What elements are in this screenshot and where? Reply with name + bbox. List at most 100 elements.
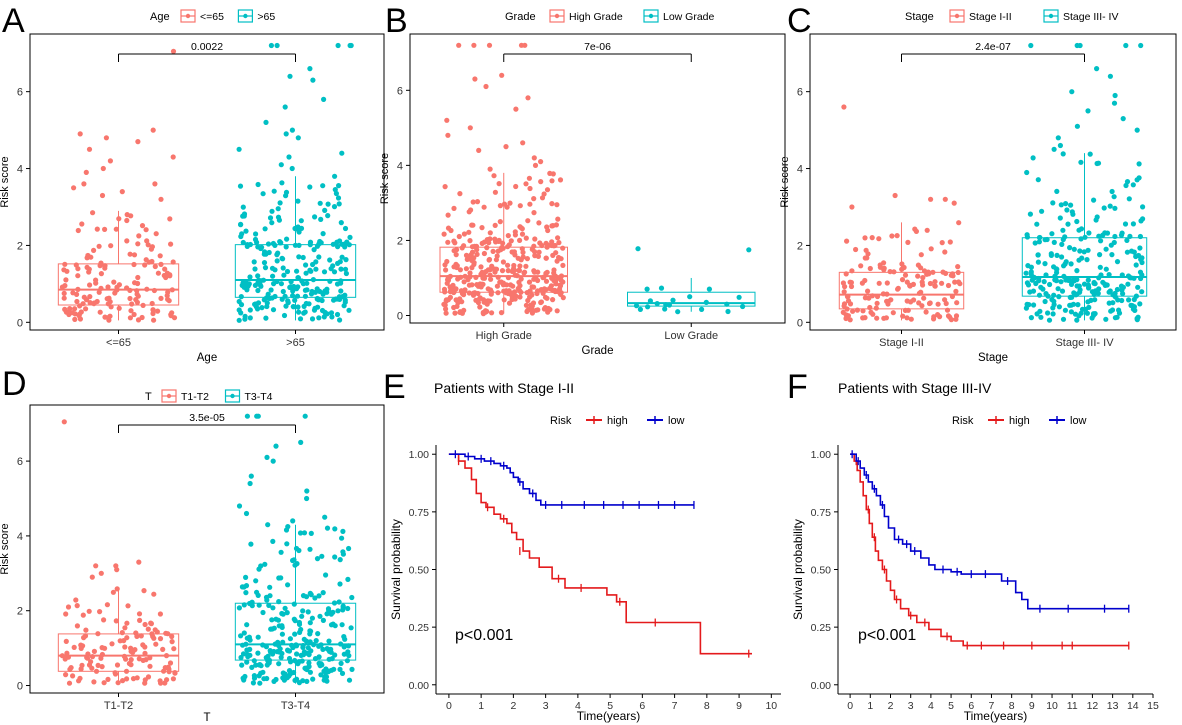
data-point — [1037, 308, 1043, 314]
y-tick-label: 6 — [17, 87, 23, 99]
data-point — [1081, 249, 1087, 255]
data-point — [527, 185, 533, 192]
data-point — [1035, 252, 1041, 258]
data-point — [280, 670, 286, 676]
y-tick-label: 0 — [17, 317, 23, 329]
data-point — [296, 254, 302, 260]
data-point — [121, 638, 127, 644]
data-point — [904, 315, 910, 321]
data-point — [1109, 252, 1115, 258]
data-point — [279, 624, 285, 631]
data-point — [470, 222, 476, 228]
y-axis-label: Survival probability — [791, 519, 805, 620]
data-point — [155, 270, 161, 276]
data-point — [523, 181, 529, 187]
data-point — [1104, 230, 1111, 236]
data-point — [281, 312, 288, 319]
data-point — [918, 252, 924, 258]
data-point — [263, 655, 269, 661]
data-point — [329, 314, 335, 320]
data-point — [1101, 205, 1107, 211]
legend-title: Risk — [952, 415, 974, 427]
data-point — [318, 216, 324, 222]
data-point — [919, 303, 925, 309]
data-point — [339, 622, 345, 628]
data-point — [1054, 252, 1060, 258]
data-point — [947, 314, 953, 320]
data-point — [463, 266, 469, 272]
x-tick-label: 2 — [888, 700, 894, 712]
legend-title: Age — [150, 11, 170, 23]
data-point — [483, 83, 489, 90]
data-point — [517, 237, 523, 243]
data-point — [889, 233, 895, 239]
data-point — [937, 314, 943, 320]
data-point — [483, 269, 489, 275]
y-tick-label: 0 — [397, 310, 403, 322]
data-point — [493, 257, 499, 263]
data-point — [289, 127, 295, 133]
data-point — [247, 315, 253, 321]
data-point — [292, 631, 298, 637]
data-point — [445, 132, 451, 138]
data-point — [895, 286, 901, 292]
data-point — [307, 620, 313, 626]
data-point — [904, 298, 910, 304]
data-point — [301, 530, 308, 536]
data-point — [699, 306, 705, 312]
data-point — [512, 272, 518, 278]
data-point — [253, 662, 259, 668]
data-point — [853, 246, 859, 253]
data-point — [461, 231, 467, 237]
data-point — [109, 641, 115, 647]
data-point — [928, 196, 934, 202]
y-tick-label: 0.25 — [811, 622, 832, 634]
data-point — [1074, 218, 1080, 225]
data-point — [536, 249, 542, 255]
x-tick-label: High Grade — [476, 330, 532, 342]
data-point — [858, 263, 864, 269]
data-point — [107, 299, 113, 305]
data-point — [270, 458, 276, 464]
data-point — [262, 561, 268, 567]
y-tick-label: 4 — [17, 531, 23, 543]
data-point — [342, 266, 349, 272]
data-point — [887, 269, 893, 275]
data-point — [128, 308, 134, 314]
data-point — [1134, 127, 1140, 133]
data-point — [91, 679, 97, 685]
data-point — [127, 287, 133, 293]
data-point — [1132, 307, 1138, 313]
plot-title: Patients with Stage III-IV — [838, 380, 992, 396]
data-point — [525, 297, 531, 304]
data-point — [645, 304, 651, 310]
data-point — [869, 293, 876, 299]
data-point — [848, 283, 855, 290]
data-point — [508, 238, 514, 244]
data-point — [1035, 259, 1041, 265]
data-point — [346, 545, 352, 552]
data-point — [63, 277, 69, 283]
data-point — [263, 594, 270, 601]
box-1 — [234, 413, 357, 686]
data-point — [1126, 196, 1132, 202]
data-point — [100, 165, 106, 172]
x-axis-label: Grade — [582, 345, 614, 357]
y-axis-label: Survival probability — [389, 519, 403, 620]
data-point — [1025, 282, 1032, 288]
data-point — [142, 621, 148, 628]
data-point — [339, 241, 345, 247]
data-point — [1071, 246, 1077, 252]
data-point — [345, 576, 351, 583]
data-point — [151, 635, 157, 641]
data-point — [1056, 294, 1062, 300]
legend-label: >65 — [257, 11, 275, 23]
data-point — [523, 302, 530, 308]
data-point — [270, 605, 276, 611]
data-point — [905, 239, 911, 245]
data-point — [136, 611, 143, 617]
y-tick-label: 2 — [17, 606, 23, 618]
data-point — [263, 295, 270, 301]
data-point — [477, 281, 483, 287]
data-point — [89, 654, 96, 660]
